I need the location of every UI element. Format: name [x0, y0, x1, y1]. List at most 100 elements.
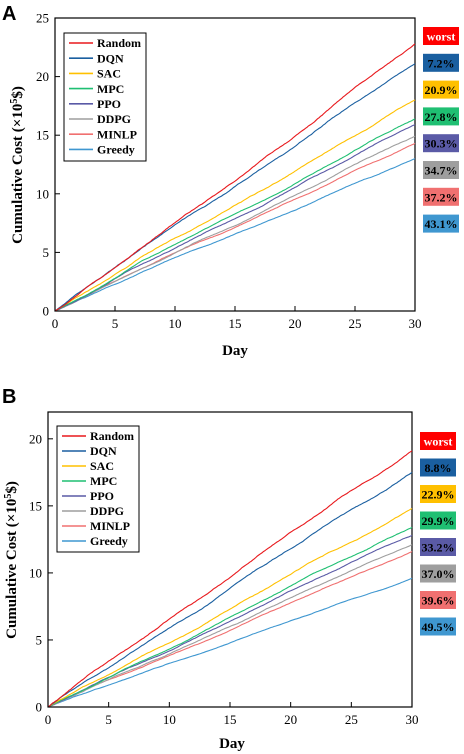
legend-label: MPC	[90, 474, 117, 488]
y-tick-label: 5	[43, 245, 50, 260]
badge-label: worst	[427, 30, 456, 44]
x-tick-label: 25	[349, 316, 362, 331]
badge-box	[423, 134, 459, 153]
series-line-dqn	[47, 471, 413, 708]
series-line-random	[47, 450, 413, 708]
x-tick-label: 15	[229, 316, 242, 331]
badge-box	[420, 591, 456, 609]
x-tick-label: 30	[406, 712, 419, 727]
legend-label: MPC	[97, 82, 124, 96]
badge-box	[420, 617, 456, 636]
badge-box	[423, 187, 459, 206]
x-tick-label: 20	[284, 712, 297, 727]
series-line-minlp	[54, 142, 416, 312]
series-line-ppo	[47, 534, 413, 708]
legend-label: SAC	[97, 67, 121, 81]
legend-label: DDPG	[97, 112, 131, 126]
y-tick-label: 10	[36, 186, 49, 201]
badge-label: 37.0%	[422, 567, 455, 581]
legend-label: PPO	[97, 97, 121, 111]
badge-box	[423, 107, 459, 126]
badge-label: 27.8%	[425, 110, 458, 124]
badge-box	[423, 80, 459, 99]
badge-label: 7.2%	[428, 56, 455, 70]
badge-label: 43.1%	[425, 217, 458, 231]
y-tick-label: 25	[36, 11, 49, 26]
badge-box	[420, 432, 456, 450]
badge-label: 20.9%	[425, 83, 458, 97]
badge-box	[423, 53, 459, 72]
legend-label: MINLP	[97, 127, 137, 141]
x-axis-ticks: 0 5 10 15 20 25 30	[45, 702, 419, 727]
series-line-sac	[54, 99, 416, 312]
y-tick-label: 10	[29, 565, 42, 580]
x-tick-label: 0	[52, 316, 59, 331]
series-layer	[47, 450, 413, 708]
improvement-badges: worst 7.2% 20.9% 27.8% 30.3% 34.7% 37.2% 43.1%	[423, 27, 459, 233]
x-axis-label: Day	[219, 736, 245, 752]
y-axis-label: Cumulative Cost (×105$)	[9, 86, 26, 244]
legend-label: DDPG	[90, 504, 124, 518]
panel-label: A	[2, 3, 16, 25]
badge-box	[423, 161, 459, 179]
badge-label: 22.9%	[422, 488, 455, 502]
series-layer	[54, 43, 416, 312]
y-tick-label: 15	[36, 128, 49, 143]
x-tick-label: 25	[345, 712, 358, 727]
badge-label: 34.7%	[425, 164, 458, 178]
badge-label: 49.5%	[422, 620, 455, 634]
y-tick-label: 20	[29, 431, 42, 446]
series-line-random	[54, 43, 416, 312]
legend-label: SAC	[90, 459, 114, 473]
badge-box	[423, 27, 459, 45]
series-line-greedy	[54, 158, 416, 312]
y-axis-ticks: 0 5 10 15 20	[29, 431, 53, 715]
x-tick-label: 10	[169, 316, 182, 331]
y-tick-label: 0	[36, 700, 43, 715]
series-line-ddpg	[47, 544, 413, 708]
x-tick-label: 5	[105, 712, 112, 727]
legend-label: Greedy	[90, 534, 128, 548]
x-axis-label: Day	[222, 343, 248, 359]
badge-box	[420, 511, 456, 530]
x-axis-ticks: 0 5 10 15 20 25 30	[52, 306, 422, 331]
series-line-greedy	[47, 577, 413, 708]
badge-label: 39.6%	[422, 594, 455, 608]
y-axis-label: Cumulative Cost (×105$)	[3, 481, 20, 639]
badge-label: worst	[424, 435, 453, 449]
panel-a: A 0 5 10 15 20 25 30 0 5 10 15 20 25 Day Cumulative…	[2, 3, 459, 359]
legend-label: MINLP	[90, 519, 130, 533]
x-tick-label: 20	[289, 316, 302, 331]
series-line-minlp	[47, 551, 413, 708]
badge-label: 37.2%	[425, 190, 458, 204]
y-tick-label: 0	[43, 304, 50, 319]
legend-label: DQN	[90, 444, 117, 458]
y-tick-label: 20	[36, 69, 49, 84]
badge-box	[423, 214, 459, 233]
y-tick-label: 15	[29, 498, 42, 513]
legend-label: Random	[97, 36, 141, 50]
badge-label: 30.3%	[425, 137, 458, 151]
x-tick-label: 15	[224, 712, 237, 727]
x-tick-label: 10	[163, 712, 176, 727]
legend-label: Random	[90, 429, 134, 443]
badge-box	[420, 538, 456, 556]
legend-box	[56, 425, 140, 553]
series-line-mpc	[54, 118, 416, 312]
y-axis-ticks: 0 5 10 15 20 25	[36, 11, 60, 319]
badge-label: 33.2%	[422, 541, 455, 555]
legend-box	[63, 32, 147, 162]
series-line-sac	[47, 508, 413, 708]
series-line-ddpg	[54, 135, 416, 312]
badge-box	[420, 485, 456, 503]
legend-label: Greedy	[97, 143, 135, 157]
badge-box	[420, 564, 456, 583]
badge-box	[420, 458, 456, 477]
y-tick-label: 5	[36, 632, 43, 647]
panel-label: B	[2, 386, 16, 408]
badge-label: 29.9%	[422, 514, 455, 528]
x-tick-label: 5	[112, 316, 119, 331]
